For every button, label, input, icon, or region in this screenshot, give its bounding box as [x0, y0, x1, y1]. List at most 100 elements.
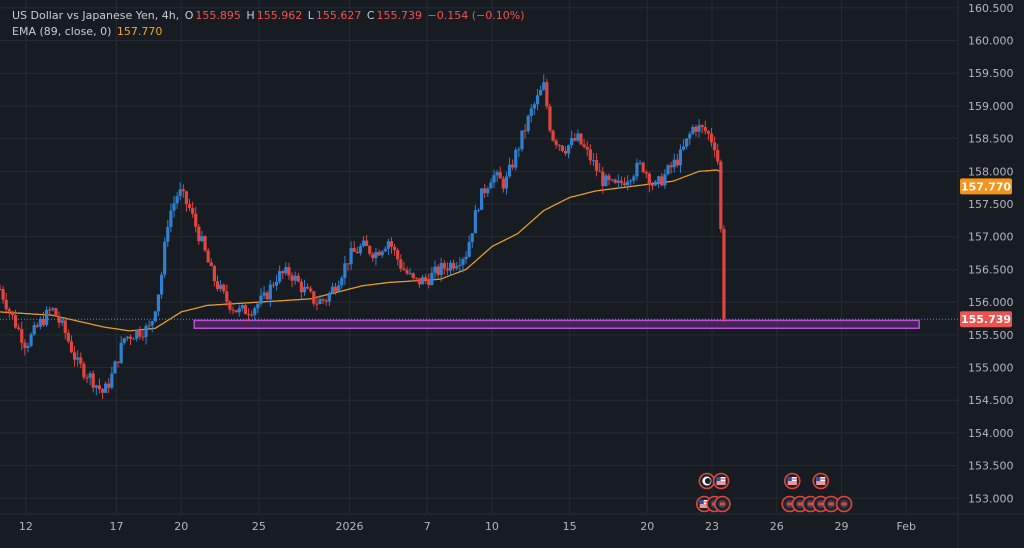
candle-body [548, 106, 552, 131]
ohlc-row: US Dollar vs Japanese Yen, 4h, O 155.895 … [12, 8, 526, 24]
candle-body [209, 262, 213, 267]
candle-body [570, 138, 574, 146]
candle-body [414, 277, 418, 279]
low-value: 155.627 [315, 9, 362, 22]
low-label: L [307, 9, 314, 22]
candle-body [104, 383, 108, 393]
candle-body [650, 184, 655, 186]
ema-label: EMA (89, close, 0) [12, 25, 112, 38]
y-tick-label: 156.000 [968, 296, 1014, 309]
candle-body [296, 275, 300, 282]
candle-body [669, 165, 673, 168]
candle-body [141, 336, 145, 338]
time-axis[interactable]: 12 17 20 25 2026 7 10 15 20 23 26 29 Feb [19, 520, 916, 533]
y-tick-label: 154.000 [968, 427, 1014, 440]
candle-body [498, 172, 502, 179]
event-dot-icon-bar [841, 502, 847, 506]
candle-body [383, 248, 387, 252]
candle-body [343, 263, 347, 278]
y-tick-label: 154.500 [968, 394, 1014, 407]
candle-body [94, 385, 98, 388]
candle-body [542, 82, 546, 90]
candle-body [613, 179, 617, 183]
candle-body [327, 292, 331, 302]
candle-body [563, 151, 568, 154]
high-value: 155.962 [256, 9, 303, 22]
candle-body [76, 357, 80, 360]
candle-body [355, 251, 359, 254]
candle-body [582, 144, 586, 147]
candle-body [377, 252, 381, 256]
candle-body [591, 160, 596, 162]
candles [0, 74, 726, 400]
candle-body [392, 246, 397, 251]
candle-body [0, 289, 2, 291]
candle-body [178, 189, 182, 197]
candle-body [585, 146, 589, 150]
candle-body [144, 325, 148, 338]
x-tick-label: 2026 [336, 520, 364, 533]
candle-body [635, 162, 639, 177]
ema-row: EMA (89, close, 0) 157.770 [12, 24, 526, 40]
candle-body [234, 310, 238, 313]
candle-body [287, 267, 291, 276]
candle-body [713, 142, 717, 151]
us-flag-icon-canton [699, 500, 704, 504]
candle-body [110, 373, 114, 388]
candle-body [461, 259, 465, 265]
last-price-tag-bg [960, 311, 1012, 328]
candle-body [476, 209, 481, 211]
candle-body [113, 361, 117, 374]
candle-body [672, 159, 676, 168]
candle-body [57, 316, 61, 323]
candle-body [128, 336, 133, 339]
candle-body [554, 140, 558, 145]
candle-body [315, 303, 319, 305]
candle-body [197, 226, 201, 242]
event-dot-icon-bar [719, 502, 725, 506]
candle-body [163, 241, 167, 275]
price-axis[interactable]: 160.500 160.000 159.500 159.000 158.500 158.0… [968, 2, 1014, 505]
candle-body [305, 286, 310, 289]
candle-body [455, 266, 459, 269]
candle-body [479, 188, 484, 210]
candle-body [262, 292, 266, 296]
candle-body [116, 361, 120, 363]
ema-price-tag: 157.770 [961, 180, 1011, 193]
event-markers[interactable] [695, 472, 853, 513]
candle-body [256, 303, 260, 309]
candle-body [576, 133, 580, 141]
y-tick-label: 155.000 [968, 362, 1014, 375]
candle-body [427, 279, 431, 286]
support-zone[interactable] [193, 319, 920, 330]
candle-body [312, 291, 316, 304]
candle-body [32, 325, 36, 335]
candle-body [184, 191, 189, 205]
candle-body [166, 226, 170, 242]
candle-body [365, 240, 369, 247]
candle-body [694, 126, 698, 132]
candle-body [535, 95, 540, 105]
candle-body [504, 176, 509, 189]
candle-body [653, 181, 658, 186]
candle-body [218, 284, 223, 289]
candle-body [333, 286, 338, 292]
candle-body [719, 161, 723, 230]
candle-body [330, 286, 335, 293]
x-tick-label: 20 [640, 520, 654, 533]
candle-body [60, 320, 64, 323]
candle-body [79, 357, 83, 364]
candle-body [231, 309, 235, 311]
y-tick-label: 157.000 [968, 231, 1014, 244]
candle-body [402, 268, 406, 270]
candle-body [700, 125, 704, 127]
candle-body [517, 149, 521, 151]
y-tick-label: 155.500 [968, 329, 1014, 342]
candle-body [641, 162, 645, 173]
candle-body [380, 251, 384, 256]
candle-body [560, 145, 564, 152]
candle-body [212, 266, 216, 282]
candle-body [514, 149, 518, 168]
x-tick-label: 7 [424, 520, 431, 533]
